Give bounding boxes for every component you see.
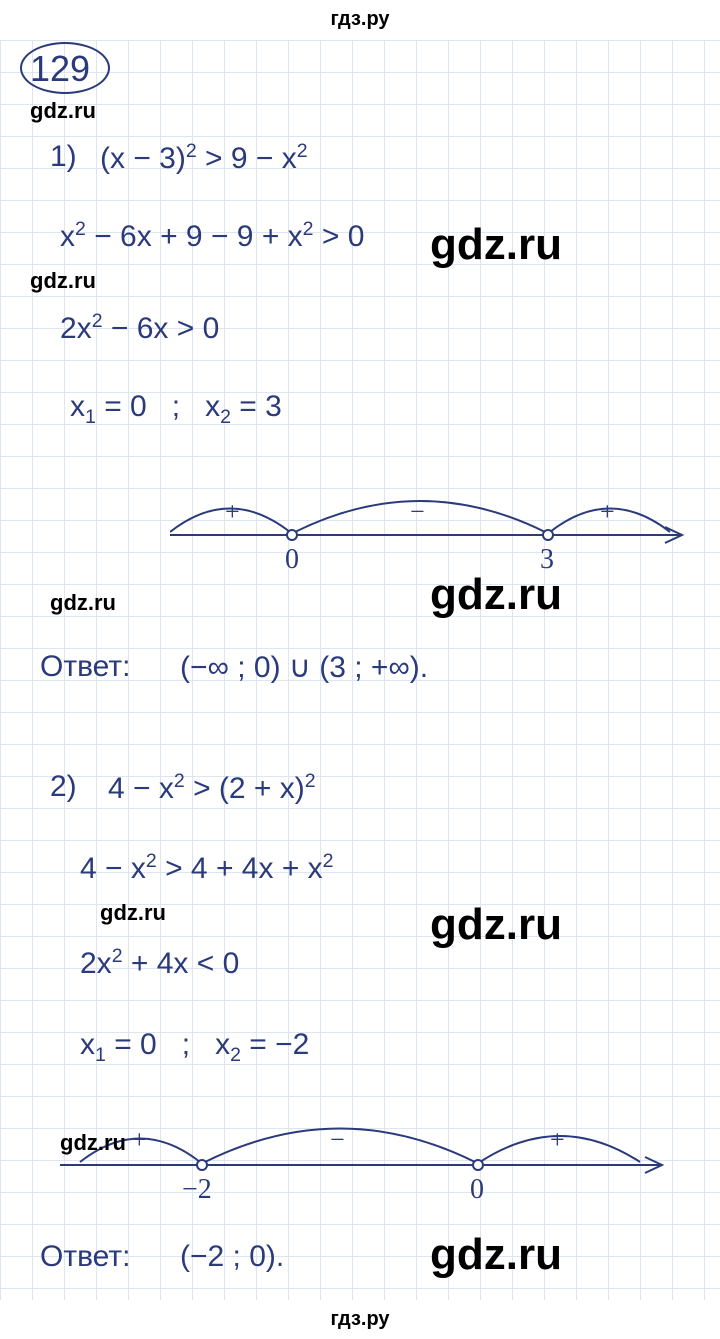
watermark-large: gdz.ru: [430, 900, 562, 950]
page-header: гдз.ру: [0, 8, 720, 31]
watermark-small: gdz.ru: [100, 900, 166, 926]
watermark-small: gdz.ru: [30, 98, 96, 124]
part2-line2: 4 − x2 > 4 + 4x + x2: [80, 850, 334, 886]
problem-number: 129: [30, 48, 90, 90]
part1-answer: (−∞ ; 0) ∪ (3 ; +∞).: [180, 650, 428, 685]
part1-answer-label: Ответ:: [40, 650, 130, 684]
part1-line2: x2 − 6x + 9 − 9 + x2 > 0: [60, 218, 364, 254]
part2-roots: x1 = 0 ; x2 = −2: [80, 1028, 309, 1067]
watermark-large: gdz.ru: [430, 570, 562, 620]
svg-text:+: +: [550, 1125, 565, 1154]
part2-answer-label: Ответ:: [40, 1240, 130, 1274]
svg-text:+: +: [600, 497, 615, 526]
svg-text:−: −: [330, 1125, 345, 1154]
svg-text:+: +: [132, 1125, 147, 1154]
watermark-small: gdz.ru: [50, 590, 116, 616]
svg-text:+: +: [225, 497, 240, 526]
part1-line1: (x − 3)2 > 9 − x2: [100, 140, 308, 176]
part1-number-line: + − + 0 3: [170, 450, 700, 570]
part2-answer: (−2 ; 0).: [180, 1240, 284, 1274]
page-footer: гдз.ру: [0, 1308, 720, 1331]
part2-number-line: + − + −2 0: [60, 1080, 680, 1200]
svg-text:−2: −2: [182, 1174, 212, 1205]
svg-text:0: 0: [470, 1174, 484, 1205]
watermark-small: gdz.ru: [60, 1130, 126, 1156]
svg-text:−: −: [410, 497, 425, 526]
part2-label: 2): [50, 770, 77, 804]
part1-line3: 2x2 − 6x > 0: [60, 310, 219, 346]
part1-roots: x1 = 0 ; x2 = 3: [70, 390, 282, 429]
svg-text:0: 0: [285, 544, 299, 575]
part2-line3: 2x2 + 4x < 0: [80, 945, 239, 981]
watermark-large: gdz.ru: [430, 220, 562, 270]
watermark-large: gdz.ru: [430, 1230, 562, 1280]
part1-label: 1): [50, 140, 77, 174]
watermark-small: gdz.ru: [30, 268, 96, 294]
part2-line1: 4 − x2 > (2 + x)2: [108, 770, 316, 806]
